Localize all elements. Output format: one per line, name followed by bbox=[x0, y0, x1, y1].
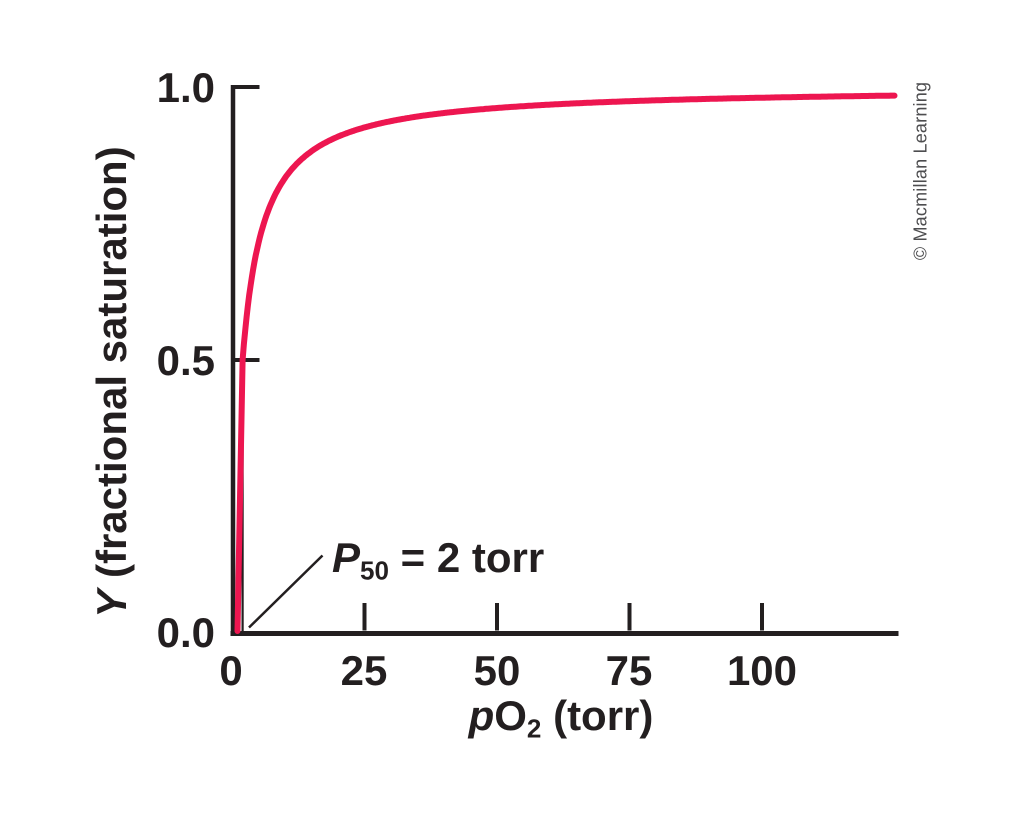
x-tick-label-50: 50 bbox=[473, 647, 521, 694]
x-tick-label-25: 25 bbox=[340, 647, 388, 694]
p50-pointer-line bbox=[248, 554, 324, 629]
y-tick-label-1.0: 1.0 bbox=[156, 64, 215, 111]
y-axis-title-symbol: Y bbox=[88, 589, 135, 618]
x-axis-title-unit: (torr) bbox=[541, 692, 654, 739]
x-axis-title-symbol: p bbox=[468, 692, 495, 739]
y-axis-title-text: (fractional saturation) bbox=[88, 146, 135, 590]
x-axis-title: pO2 (torr) bbox=[468, 692, 654, 744]
y-tick-label-0.0: 0.0 bbox=[156, 609, 215, 656]
x-tick-label-75: 75 bbox=[605, 647, 653, 694]
p50-symbol: P bbox=[332, 534, 361, 581]
x-tick-label-100: 100 bbox=[726, 647, 798, 694]
x-tick-label-0: 0 bbox=[219, 647, 243, 694]
p50-subscript: 50 bbox=[360, 555, 389, 586]
x-axis-title-formula: O bbox=[494, 692, 527, 739]
saturation-curve bbox=[234, 92, 898, 634]
p50-annotation-label: P50 = 2 torr bbox=[332, 534, 545, 586]
x-axis-title-subscript: 2 bbox=[526, 713, 542, 744]
y-axis-title: Y (fractional saturation) bbox=[88, 146, 136, 617]
y-tick-label-0.5: 0.5 bbox=[156, 337, 215, 384]
publisher-credit: © Macmillan Learning bbox=[910, 81, 931, 261]
p50-value-text: = 2 torr bbox=[388, 534, 545, 581]
